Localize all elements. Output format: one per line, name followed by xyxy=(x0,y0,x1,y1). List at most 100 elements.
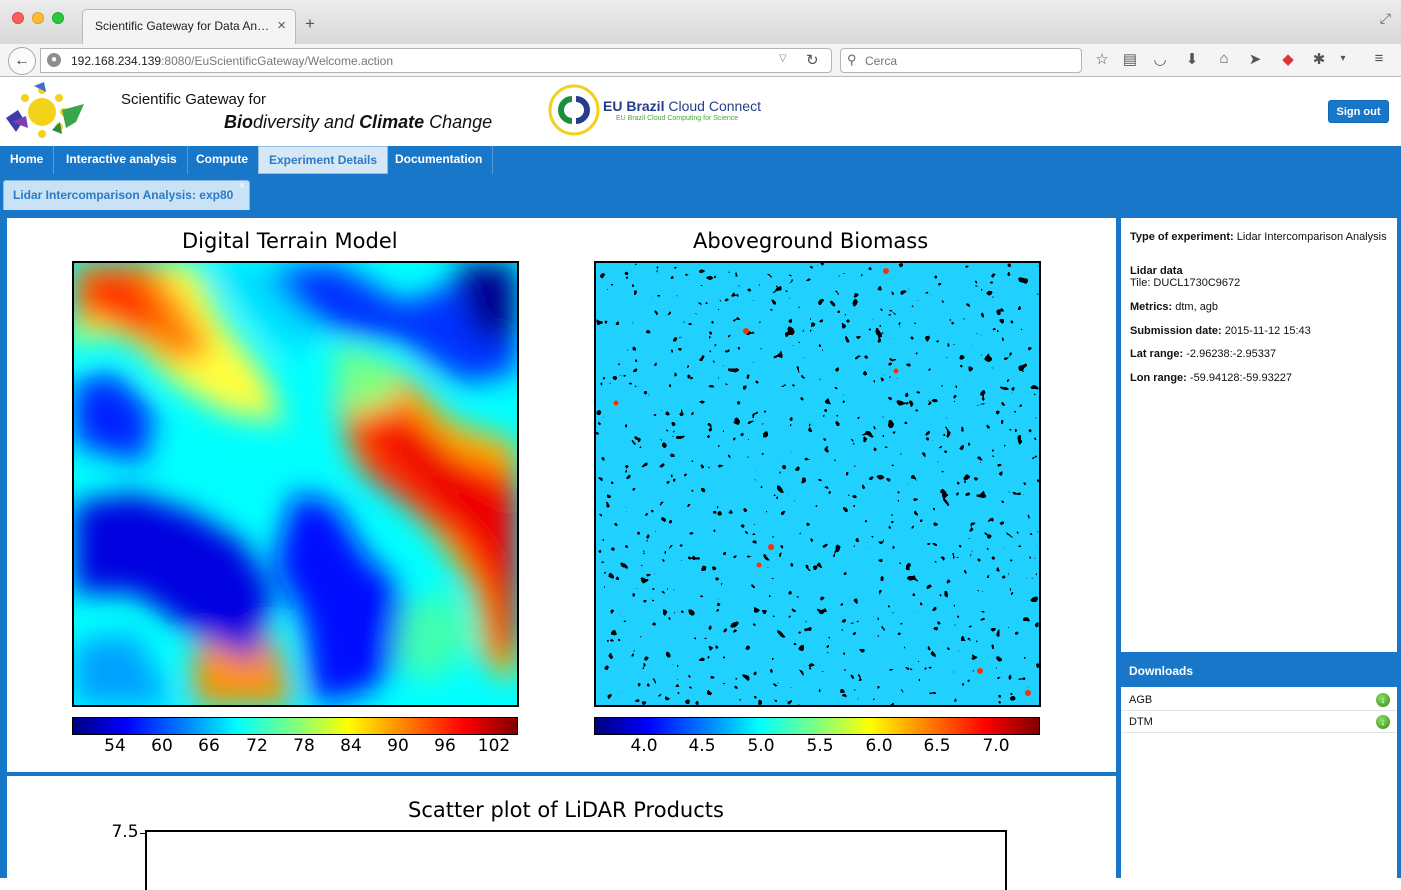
dtm-colorbar xyxy=(72,717,518,735)
agb-tick-label: 5.5 xyxy=(806,736,834,756)
info-tile-value: Tile: DUCL1730C9672 xyxy=(1130,277,1241,289)
url-history-dropdown-icon[interactable]: ▽ xyxy=(779,53,787,64)
dtm-tick-label: 96 xyxy=(434,736,456,756)
info-lon: Lon range: -59.94128:-59.93227 xyxy=(1130,372,1388,384)
browser-tab-close-icon[interactable]: × xyxy=(277,17,286,34)
reading-list-icon[interactable]: ▤ xyxy=(1122,51,1138,68)
dtm-tick-label: 66 xyxy=(198,736,220,756)
info-lidar-label: Lidar data xyxy=(1130,265,1183,277)
globe-icon: ● xyxy=(47,53,61,67)
dtm-tick-label: 54 xyxy=(104,736,126,756)
addon-icon[interactable]: ◆ xyxy=(1282,51,1294,68)
agb-colorbar xyxy=(594,717,1040,735)
browser-navbar: ← ● 192.168.234.139:8080/EuScientificGat… xyxy=(0,44,1401,77)
menu-item-compute[interactable]: Compute xyxy=(186,146,259,174)
home-icon[interactable]: ⌂ xyxy=(1219,50,1229,67)
new-tab-button[interactable]: + xyxy=(305,14,315,33)
sign-out-button[interactable]: Sign out xyxy=(1328,100,1389,123)
url-text[interactable]: 192.168.234.139:8080/EuScientificGateway… xyxy=(71,54,393,68)
partner-name-rest: Cloud Connect xyxy=(664,98,761,114)
maps-panel: Digital Terrain Model 54 60 66 xyxy=(7,218,1116,772)
search-icon: ⚲ xyxy=(847,52,857,67)
partner-name-bold: EU Brazil xyxy=(603,98,665,114)
downloads-panel: Downloads AGB ↓ DTM ↓ xyxy=(1121,656,1397,878)
extension-icon[interactable]: ✱ xyxy=(1312,51,1326,68)
dtm-tick-label: 78 xyxy=(293,736,315,756)
download-item-label: AGB xyxy=(1129,694,1153,706)
browser-titlebar: Scientific Gateway for Data An… × + ⤢ xyxy=(0,0,1401,44)
window-maximize-button[interactable] xyxy=(52,12,64,24)
partner-subtitle: EU Brazil Cloud Computing for Science xyxy=(616,115,739,122)
biodiversity-logo xyxy=(6,82,84,138)
info-submission-value: 2015-11-12 15:43 xyxy=(1221,325,1311,337)
agb-heatmap xyxy=(594,261,1041,707)
send-icon[interactable]: ➤ xyxy=(1248,51,1262,68)
info-metrics-value: dtm, agb xyxy=(1172,301,1219,313)
site-title-bio: Bio xyxy=(224,112,253,132)
experiment-info-panel: Type of experiment: Lidar Intercompariso… xyxy=(1121,218,1397,652)
menu-item-documentation[interactable]: Documentation xyxy=(385,146,494,174)
download-item-dtm[interactable]: DTM ↓ xyxy=(1121,711,1397,733)
info-lidar: Lidar data Tile: DUCL1730C9672 xyxy=(1130,265,1388,289)
dtm-tick-label: 72 xyxy=(246,736,268,756)
back-arrow-icon: ← xyxy=(14,52,30,69)
url-host: 192.168.234.139 xyxy=(71,54,162,68)
search-input[interactable] xyxy=(865,52,1075,70)
info-lat: Lat range: -2.96238:-2.95337 xyxy=(1130,348,1388,360)
window-close-button[interactable] xyxy=(12,12,24,24)
download-item-agb[interactable]: AGB ↓ xyxy=(1121,689,1397,711)
download-item-label: DTM xyxy=(1129,716,1153,728)
site-title-change: Change xyxy=(424,112,493,132)
download-icon[interactable]: ↓ xyxy=(1376,715,1390,729)
extension-dropdown-icon[interactable]: ▾ xyxy=(1340,53,1346,64)
window-minimize-button[interactable] xyxy=(32,12,44,24)
pocket-icon[interactable]: ◡ xyxy=(1153,51,1167,68)
url-bar[interactable]: ● 192.168.234.139:8080/EuScientificGatew… xyxy=(40,48,832,73)
search-bar[interactable]: ⚲ xyxy=(840,48,1082,73)
site-title-line1: Scientific Gateway for xyxy=(121,91,267,108)
site-title-line2: Biodiversity and Climate Change xyxy=(224,112,492,133)
reload-icon[interactable]: ↻ xyxy=(806,52,819,69)
dtm-heatmap xyxy=(72,261,519,707)
agb-tick-label: 5.0 xyxy=(747,736,775,756)
info-metrics: Metrics: dtm, agb xyxy=(1130,301,1388,313)
info-lat-value: -2.96238:-2.95337 xyxy=(1183,348,1277,360)
fullscreen-icon[interactable]: ⤢ xyxy=(1379,10,1391,26)
eu-brazil-logo xyxy=(548,84,600,136)
scatter-y-tick xyxy=(140,833,146,834)
agb-tick-label: 7.0 xyxy=(982,736,1010,756)
agb-tick-label: 4.0 xyxy=(630,736,658,756)
menu-hamburger-icon[interactable]: ≡ xyxy=(1374,50,1384,67)
scatter-title: Scatter plot of LiDAR Products xyxy=(408,798,724,822)
agb-tick-label: 6.0 xyxy=(865,736,893,756)
dtm-tick-label: 60 xyxy=(151,736,173,756)
dtm-tick-label: 84 xyxy=(340,736,362,756)
partner-name: EU Brazil Cloud Connect xyxy=(603,98,761,114)
info-metrics-label: Metrics: xyxy=(1130,301,1173,313)
download-icon[interactable]: ↓ xyxy=(1376,693,1390,707)
info-type-label: Type of experiment: xyxy=(1130,231,1234,243)
experiment-tab-bar: Lidar Intercomparison Analysis: exp80 × xyxy=(0,174,1401,214)
menu-item-experiment-details[interactable]: Experiment Details xyxy=(258,146,389,174)
info-lat-label: Lat range: xyxy=(1130,348,1184,360)
scatter-panel: Scatter plot of LiDAR Products 7.5 xyxy=(7,776,1116,890)
info-submission-label: Submission date: xyxy=(1130,325,1222,337)
browser-tab-title: Scientific Gateway for Data An… xyxy=(95,19,270,33)
scatter-y-tick-label: 7.5 xyxy=(111,822,139,842)
back-button[interactable]: ← xyxy=(8,47,36,75)
menu-item-home[interactable]: Home xyxy=(0,146,55,174)
browser-tab[interactable]: Scientific Gateway for Data An… × xyxy=(82,9,296,44)
site-header: Scientific Gateway for Biodiversity and … xyxy=(0,77,1401,146)
experiment-tab[interactable]: Lidar Intercomparison Analysis: exp80 × xyxy=(3,180,250,210)
bookmark-star-icon[interactable]: ☆ xyxy=(1095,51,1109,68)
scatter-plot-area xyxy=(140,830,1007,890)
downloads-icon[interactable]: ⬇ xyxy=(1185,51,1199,68)
experiment-tab-close-icon[interactable]: × xyxy=(238,180,245,192)
url-path: :8080/EuScientificGateway/Welcome.action xyxy=(161,54,393,68)
info-lon-value: -59.94128:-59.93227 xyxy=(1186,372,1293,384)
info-type: Type of experiment: Lidar Intercompariso… xyxy=(1130,231,1388,243)
dtm-tick-label: 90 xyxy=(387,736,409,756)
agb-tick-label: 4.5 xyxy=(688,736,716,756)
menu-item-interactive-analysis[interactable]: Interactive analysis xyxy=(56,146,188,174)
site-title-diversity: diversity and xyxy=(253,112,360,132)
